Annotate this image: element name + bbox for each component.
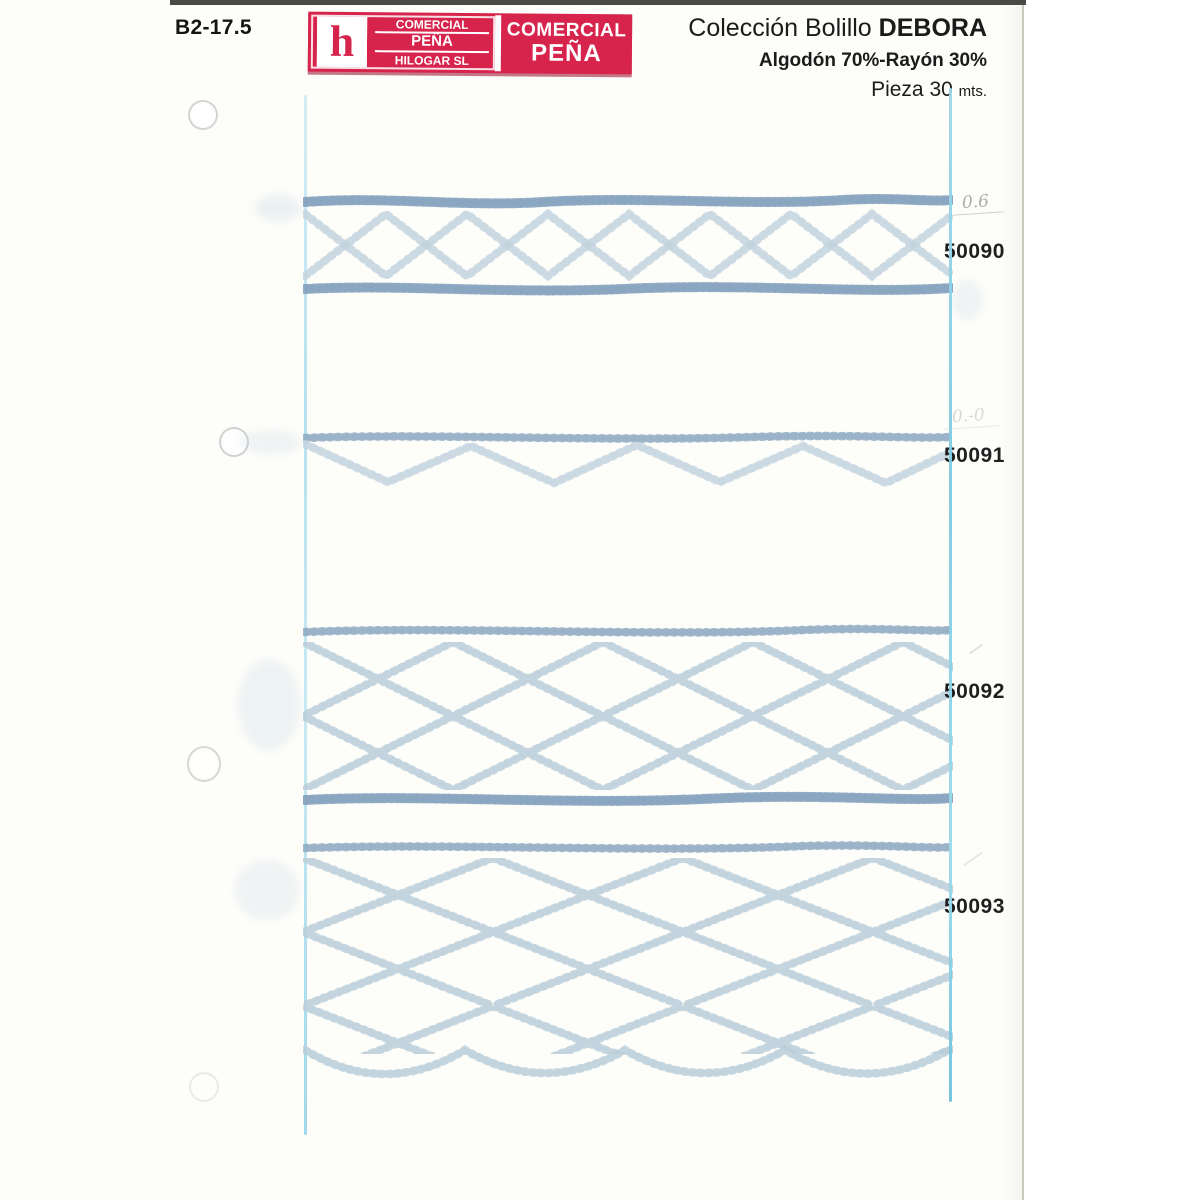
logo-large-line1: COMERCIAL [506,19,627,42]
sample-code-50093: 50093 [944,895,1005,918]
sheet-edge-shadow [1000,0,1022,1200]
mount-thread-left [304,95,307,1135]
punch-hole [188,100,218,130]
piece-length: Pieza 30 mts. [688,78,987,102]
collection-title: Colección Bolillo DEBORA [688,14,987,43]
logo-small-line2: PEÑA [374,33,490,54]
piece-unit: mts. [958,83,987,100]
company-logo: h COMERCIAL PEÑA HILOGAR SL COMERCIAL PE… [307,11,633,75]
pencil-note-50090: 0.6 [951,190,1004,216]
lace-sample-50091 [303,431,953,488]
collection-info: Colección Bolillo DEBORA Algodón 70%-Ray… [688,14,987,102]
mount-thread-right [949,88,952,1102]
piece-value: Pieza 30 [871,78,953,101]
collection-title-name: DEBORA [878,14,987,42]
h-monogram-icon: h [316,16,368,68]
lace-sample-50090 [303,194,953,296]
punch-hole [219,427,249,457]
logo-left-panel: h COMERCIAL PEÑA HILOGAR SL [310,14,496,71]
sample-code-50090: 50090 [944,240,1005,263]
logo-right-panel: COMERCIAL PEÑA [501,13,633,74]
lace-sample-50093 [303,841,953,1079]
sample-code-50091: 50091 [944,444,1005,467]
logo-small-line3: HILOGAR SL [394,53,469,68]
sample-code-50092: 50092 [944,680,1005,703]
punch-hole [189,1072,219,1102]
scanner-edge [170,0,1026,5]
composition-text: Algodón 70%-Rayón 30% [758,50,987,71]
logo-large-line2: PEÑA [530,39,602,68]
page-code: B2-17.5 [175,16,252,39]
lace-sample-50092 [303,624,953,806]
monogram-letter: h [329,16,355,66]
collection-title-prefix: Colección Bolillo [688,14,879,42]
punch-hole [187,746,221,782]
